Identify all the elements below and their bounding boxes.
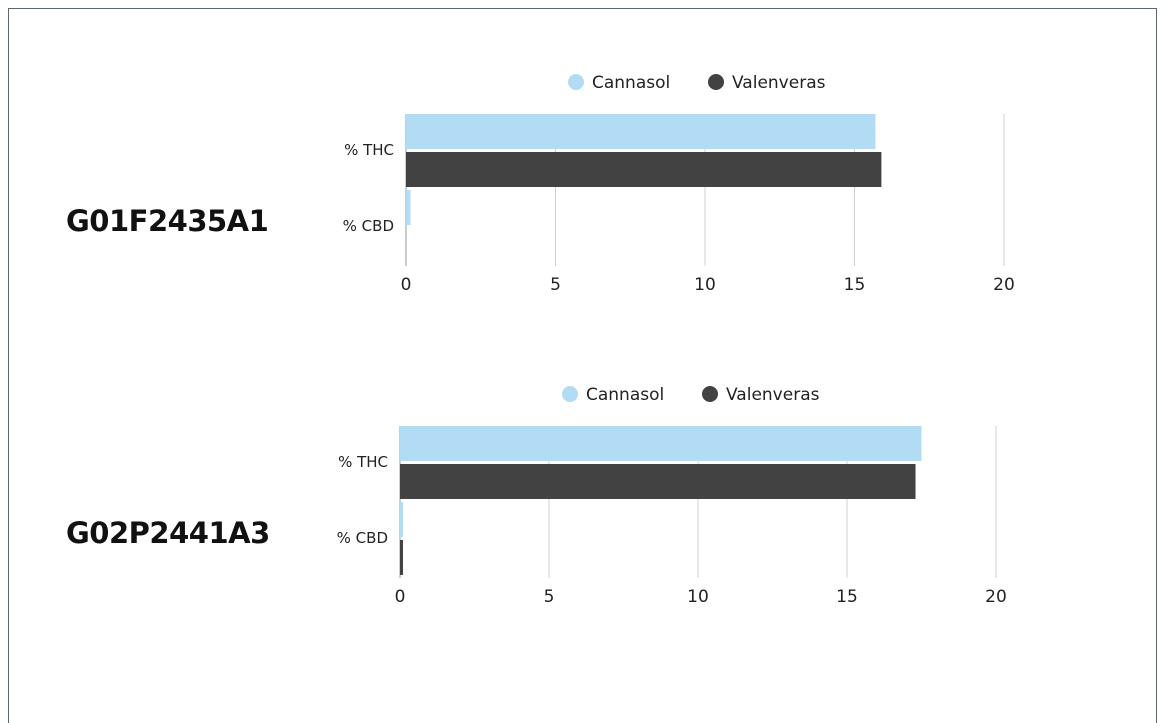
bar-cannasol-cbd [406,190,411,225]
legend-swatch-cannasol [568,74,584,90]
chart-title: G01F2435A1 [66,204,269,238]
x-tick-label: 20 [993,275,1015,295]
bar-cannasol-cbd [400,502,403,537]
x-tick-label: 0 [395,587,406,607]
bar-valenveras-thc [400,464,916,499]
x-tick-label: 5 [544,587,555,607]
bar-chart-g02: Cannasol Valenveras 0 5 10 15 20 % THC % CBD [337,385,1007,607]
x-tick-label: 5 [550,275,561,295]
x-tick-label: 15 [836,587,858,607]
bar-valenveras-thc [406,152,882,187]
legend-label-cannasol: Cannasol [586,385,664,405]
x-tick-label: 0 [401,275,412,295]
legend-label-cannasol: Cannasol [592,73,670,93]
y-category-label: % CBD [343,217,394,235]
legend-label-valenveras: Valenveras [726,385,820,405]
chart-block-g01: G01F2435A1 Cannasol Valenveras 0 5 10 15 20 % T… [0,0,1165,320]
legend-swatch-cannasol [562,386,578,402]
x-tick-label: 15 [844,275,866,295]
legend-swatch-valenveras [702,386,718,402]
legend-label-valenveras: Valenveras [732,73,826,93]
y-category-label: % CBD [337,529,388,547]
bar-chart-g01: Cannasol Valenveras 0 5 10 15 20 % THC % CBD [343,73,1015,295]
y-category-label: % THC [338,453,388,471]
chart-title: G02P2441A3 [66,516,270,550]
y-category-label: % THC [344,141,394,159]
bar-valenveras-cbd [400,540,403,575]
bar-cannasol-thc [400,426,922,461]
chart-block-g02: G02P2441A3 Cannasol Valenveras 0 5 10 15 20 % T… [0,312,1165,632]
bar-cannasol-thc [406,114,876,149]
legend-swatch-valenveras [708,74,724,90]
x-tick-label: 20 [985,587,1007,607]
x-tick-label: 10 [687,587,709,607]
x-tick-label: 10 [694,275,716,295]
